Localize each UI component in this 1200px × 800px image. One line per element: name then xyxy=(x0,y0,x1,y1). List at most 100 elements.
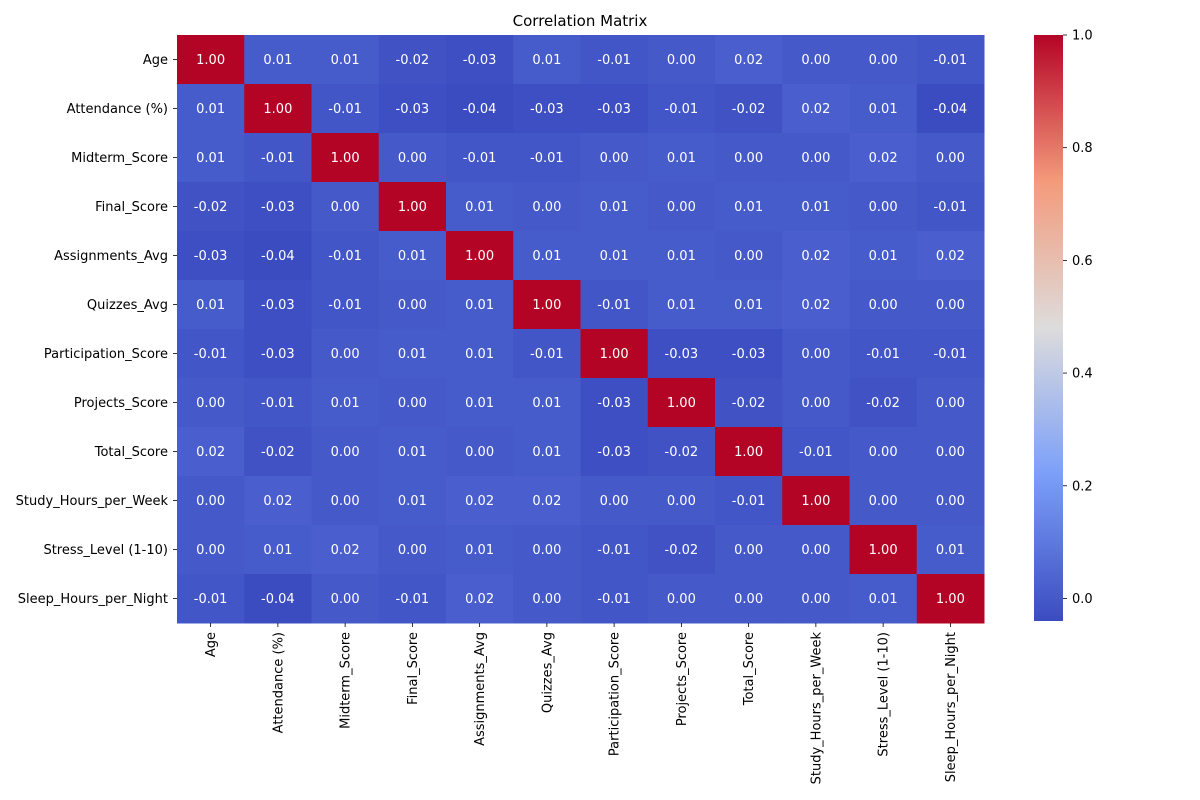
cell-value-label: -0.01 xyxy=(261,151,295,166)
cell-value-label: -0.02 xyxy=(665,543,699,558)
col-tick-label: Midterm_Score xyxy=(339,632,354,729)
cell-value-label: 0.00 xyxy=(331,347,360,362)
cell-value-label: 1.00 xyxy=(667,396,696,411)
heatmap-cell xyxy=(849,231,918,281)
heatmap-cell xyxy=(513,329,581,379)
cell-value-label: 1.00 xyxy=(936,592,965,607)
cell-value-label: -0.01 xyxy=(396,592,430,607)
heatmap-cell xyxy=(311,35,380,85)
heatmap-cell xyxy=(580,35,649,85)
cell-value-label: 0.00 xyxy=(667,53,696,68)
heatmap-cell xyxy=(177,476,245,526)
heatmap-cell xyxy=(916,280,985,330)
row-tick-label: Midterm_Score xyxy=(71,151,168,166)
cell-value-label: 0.02 xyxy=(196,445,225,460)
col-tick-label: Final_Score xyxy=(406,632,421,705)
heatmap-cell xyxy=(916,35,985,85)
heatmap-cell xyxy=(513,231,581,281)
heatmap-cell xyxy=(378,427,447,477)
heatmap-cell xyxy=(378,378,447,428)
heatmap-cell xyxy=(177,574,245,624)
cell-value-label: -0.01 xyxy=(934,347,968,362)
cell-value-label: 0.00 xyxy=(398,151,427,166)
cell-value-label: -0.03 xyxy=(597,445,631,460)
heatmap-cell xyxy=(647,476,716,526)
heatmap-cell xyxy=(916,476,985,526)
heatmap-cell xyxy=(177,427,245,477)
cell-value-label: 0.01 xyxy=(398,445,427,460)
heatmap-cell xyxy=(311,427,380,477)
row-tick-label: Projects_Score xyxy=(74,396,168,411)
heatmap-cell xyxy=(244,84,312,134)
cell-value-label: 1.00 xyxy=(801,494,830,509)
col-tick-label: Stress_Level (1-10) xyxy=(877,632,892,757)
row-tick-label: Participation_Score xyxy=(44,347,168,362)
heatmap-cells: 1.00 0.01 0.01 -0.02 -0.03 0.01 -0.01 0.00 0.02 0… xyxy=(177,35,985,624)
heatmap-cell xyxy=(580,427,649,477)
cell-value-label: 0.01 xyxy=(532,53,561,68)
heatmap-cell xyxy=(177,378,245,428)
heatmap-cell xyxy=(446,329,514,379)
cell-value-label: 0.02 xyxy=(801,102,830,117)
heatmap-cell xyxy=(715,525,783,575)
heatmap-cell xyxy=(244,427,312,477)
heatmap-cell xyxy=(916,329,985,379)
heatmap-cell xyxy=(513,525,581,575)
cell-value-label: -0.01 xyxy=(194,347,228,362)
cell-value-label: 0.02 xyxy=(465,592,494,607)
heatmap-cell xyxy=(177,231,245,281)
heatmap-cell xyxy=(446,133,514,183)
col-tick-label: Projects_Score xyxy=(675,632,690,726)
cell-value-label: -0.03 xyxy=(261,298,295,313)
heatmap-cell xyxy=(446,231,514,281)
heatmap-cell xyxy=(446,427,514,477)
heatmap-cell xyxy=(782,280,850,330)
cell-value-label: 0.01 xyxy=(398,347,427,362)
cell-value-label: 1.00 xyxy=(869,543,898,558)
cell-value-label: 0.01 xyxy=(869,592,898,607)
heatmap-cell xyxy=(715,35,783,85)
cell-value-label: 0.00 xyxy=(801,151,830,166)
heatmap-cell xyxy=(311,133,380,183)
cell-value-label: 0.00 xyxy=(801,592,830,607)
heatmap-cell xyxy=(580,84,649,134)
heatmap-cell xyxy=(715,476,783,526)
cell-value-label: 0.00 xyxy=(734,543,763,558)
heatmap-cell xyxy=(378,182,447,232)
cell-value-label: 0.01 xyxy=(936,543,965,558)
heatmap-cell xyxy=(647,182,716,232)
row-tick-label: Final_Score xyxy=(95,200,168,215)
cell-value-label: 0.00 xyxy=(196,396,225,411)
heatmap-cell xyxy=(311,329,380,379)
heatmap-cell xyxy=(782,329,850,379)
cell-value-label: 1.00 xyxy=(465,249,494,264)
cell-value-label: 0.00 xyxy=(869,494,898,509)
heatmap-cell xyxy=(849,476,918,526)
cell-value-label: -0.01 xyxy=(799,445,833,460)
cell-value-label: 0.00 xyxy=(398,543,427,558)
heatmap-cell xyxy=(446,280,514,330)
row-tick-label: Sleep_Hours_per_Night xyxy=(18,592,168,607)
cell-value-label: 0.01 xyxy=(734,200,763,215)
heatmap-cell xyxy=(311,280,380,330)
col-tick-label: Total_Score xyxy=(742,632,757,706)
heatmap-cell xyxy=(647,280,716,330)
heatmap-cell xyxy=(446,476,514,526)
cell-value-label: 0.00 xyxy=(801,53,830,68)
heatmap-cell xyxy=(446,35,514,85)
cell-value-label: -0.03 xyxy=(597,396,631,411)
heatmap-cell xyxy=(580,525,649,575)
cell-value-label: -0.03 xyxy=(732,347,766,362)
cell-value-label: -0.02 xyxy=(866,396,900,411)
heatmap-cell xyxy=(177,182,245,232)
heatmap-cell xyxy=(782,84,850,134)
heatmap-cell xyxy=(378,133,447,183)
heatmap-cell xyxy=(916,231,985,281)
col-tick-label: Age xyxy=(204,632,219,657)
cell-value-label: -0.01 xyxy=(328,249,362,264)
cell-value-label: 0.01 xyxy=(600,200,629,215)
heatmap-cell xyxy=(513,182,581,232)
cell-value-label: 0.00 xyxy=(801,543,830,558)
col-tick-label: Study_Hours_per_Week xyxy=(809,632,824,785)
